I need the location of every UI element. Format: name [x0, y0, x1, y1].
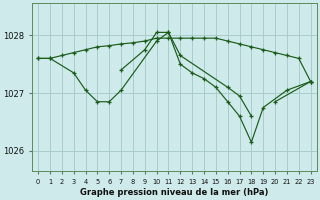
- X-axis label: Graphe pression niveau de la mer (hPa): Graphe pression niveau de la mer (hPa): [80, 188, 268, 197]
